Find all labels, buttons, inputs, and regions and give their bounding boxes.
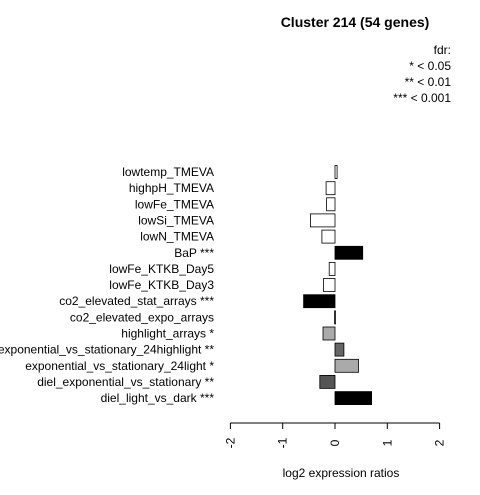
x-tick-label-2: -1 <box>276 437 290 448</box>
x-tick-label-3: 0 <box>328 439 342 446</box>
category-label-15: diel_light_vs_dark *** <box>101 391 215 405</box>
bar-12 <box>334 342 345 357</box>
bar-5 <box>321 229 336 244</box>
bar-15 <box>334 391 372 406</box>
x-tick-label-4: 1 <box>380 439 394 446</box>
legend-title: fdr: <box>434 43 451 57</box>
category-label-3: lowFe_TMEVA <box>135 197 214 211</box>
category-label-7: lowFe_KTKB_Day5 <box>109 262 214 276</box>
legend: fdr: * < 0.05 ** < 0.01 *** < 0.001 <box>393 43 451 105</box>
category-label-11: highlight_arrays * <box>121 327 214 341</box>
bar-2 <box>325 181 336 196</box>
bar-4 <box>309 213 336 228</box>
bar-7 <box>328 261 336 276</box>
bar-1 <box>334 165 338 179</box>
category-label-8: lowFe_KTKB_Day3 <box>109 278 214 292</box>
category-labels: lowtemp_TMEVA highpH_TMEVA lowFe_TMEVA lowS… <box>0 165 214 405</box>
bar-9 <box>303 294 336 309</box>
bar-10 <box>334 310 336 325</box>
legend-entry-1: * < 0.05 <box>409 59 451 73</box>
category-label-10: co2_elevated_expo_arrays <box>70 310 214 324</box>
category-label-4: lowSi_TMEVA <box>138 213 214 227</box>
x-axis-label: log2 expression ratios <box>283 466 400 480</box>
x-tick-label-1: -2 <box>223 437 237 448</box>
legend-entry-2: ** < 0.01 <box>405 75 452 89</box>
category-label-14: diel_exponential_vs_stationary ** <box>37 375 214 389</box>
bar-6 <box>334 245 364 260</box>
chart-title: Cluster 214 (54 genes) <box>281 14 430 30</box>
category-label-12: exponential_vs_stationary_24highlight ** <box>0 343 214 357</box>
category-label-9: co2_elevated_stat_arrays *** <box>59 294 214 308</box>
bar-8 <box>323 278 336 292</box>
category-label-2: highpH_TMEVA <box>129 181 214 195</box>
legend-entry-3: *** < 0.001 <box>393 91 451 105</box>
category-label-1: lowtemp_TMEVA <box>122 165 214 179</box>
x-tick-label-5: 2 <box>433 439 447 446</box>
x-axis: -2 -1 0 1 2 <box>223 422 447 448</box>
category-label-13: exponential_vs_stationary_24light * <box>25 359 214 373</box>
category-label-5: lowN_TMEVA <box>140 230 214 244</box>
bar-11 <box>322 326 336 341</box>
category-label-6: BaP *** <box>174 246 214 260</box>
bar-14 <box>319 374 336 389</box>
bar-13 <box>334 358 359 373</box>
bar-3 <box>326 197 336 212</box>
bars <box>303 165 372 406</box>
